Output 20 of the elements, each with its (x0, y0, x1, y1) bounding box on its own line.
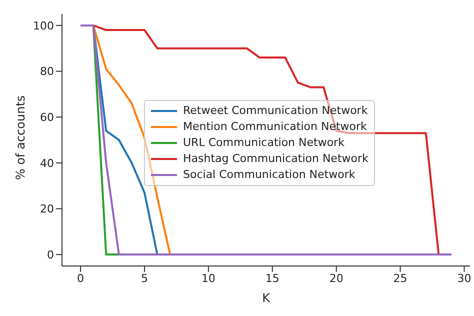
legend-label: URL Communication Network (183, 135, 344, 151)
legend-label: Retweet Communication Network (183, 103, 368, 119)
x-tick-label: 30 (457, 272, 472, 285)
legend-label: Mention Communication Network (183, 119, 367, 135)
legend-label: Social Communication Network (183, 167, 356, 183)
x-axis-title: K (262, 291, 272, 305)
x-tick-label: 0 (77, 272, 84, 285)
y-tick-label: 20 (40, 202, 54, 216)
y-axis-title: % of accounts (13, 95, 28, 180)
x-tick-label: 20 (329, 272, 344, 285)
y-tick-label: 40 (40, 156, 54, 170)
y-tick-label: 60 (40, 110, 54, 124)
x-tick-label: 25 (393, 272, 408, 285)
x-tick-label: 5 (140, 272, 148, 285)
y-tick-label: 100 (33, 19, 54, 32)
x-tick-label: 15 (265, 272, 280, 285)
y-tick-label: 0 (47, 248, 54, 262)
y-tick-label: 80 (40, 65, 54, 78)
legend-label: Hashtag Communication Network (183, 151, 368, 167)
x-tick-label: 10 (201, 272, 216, 285)
